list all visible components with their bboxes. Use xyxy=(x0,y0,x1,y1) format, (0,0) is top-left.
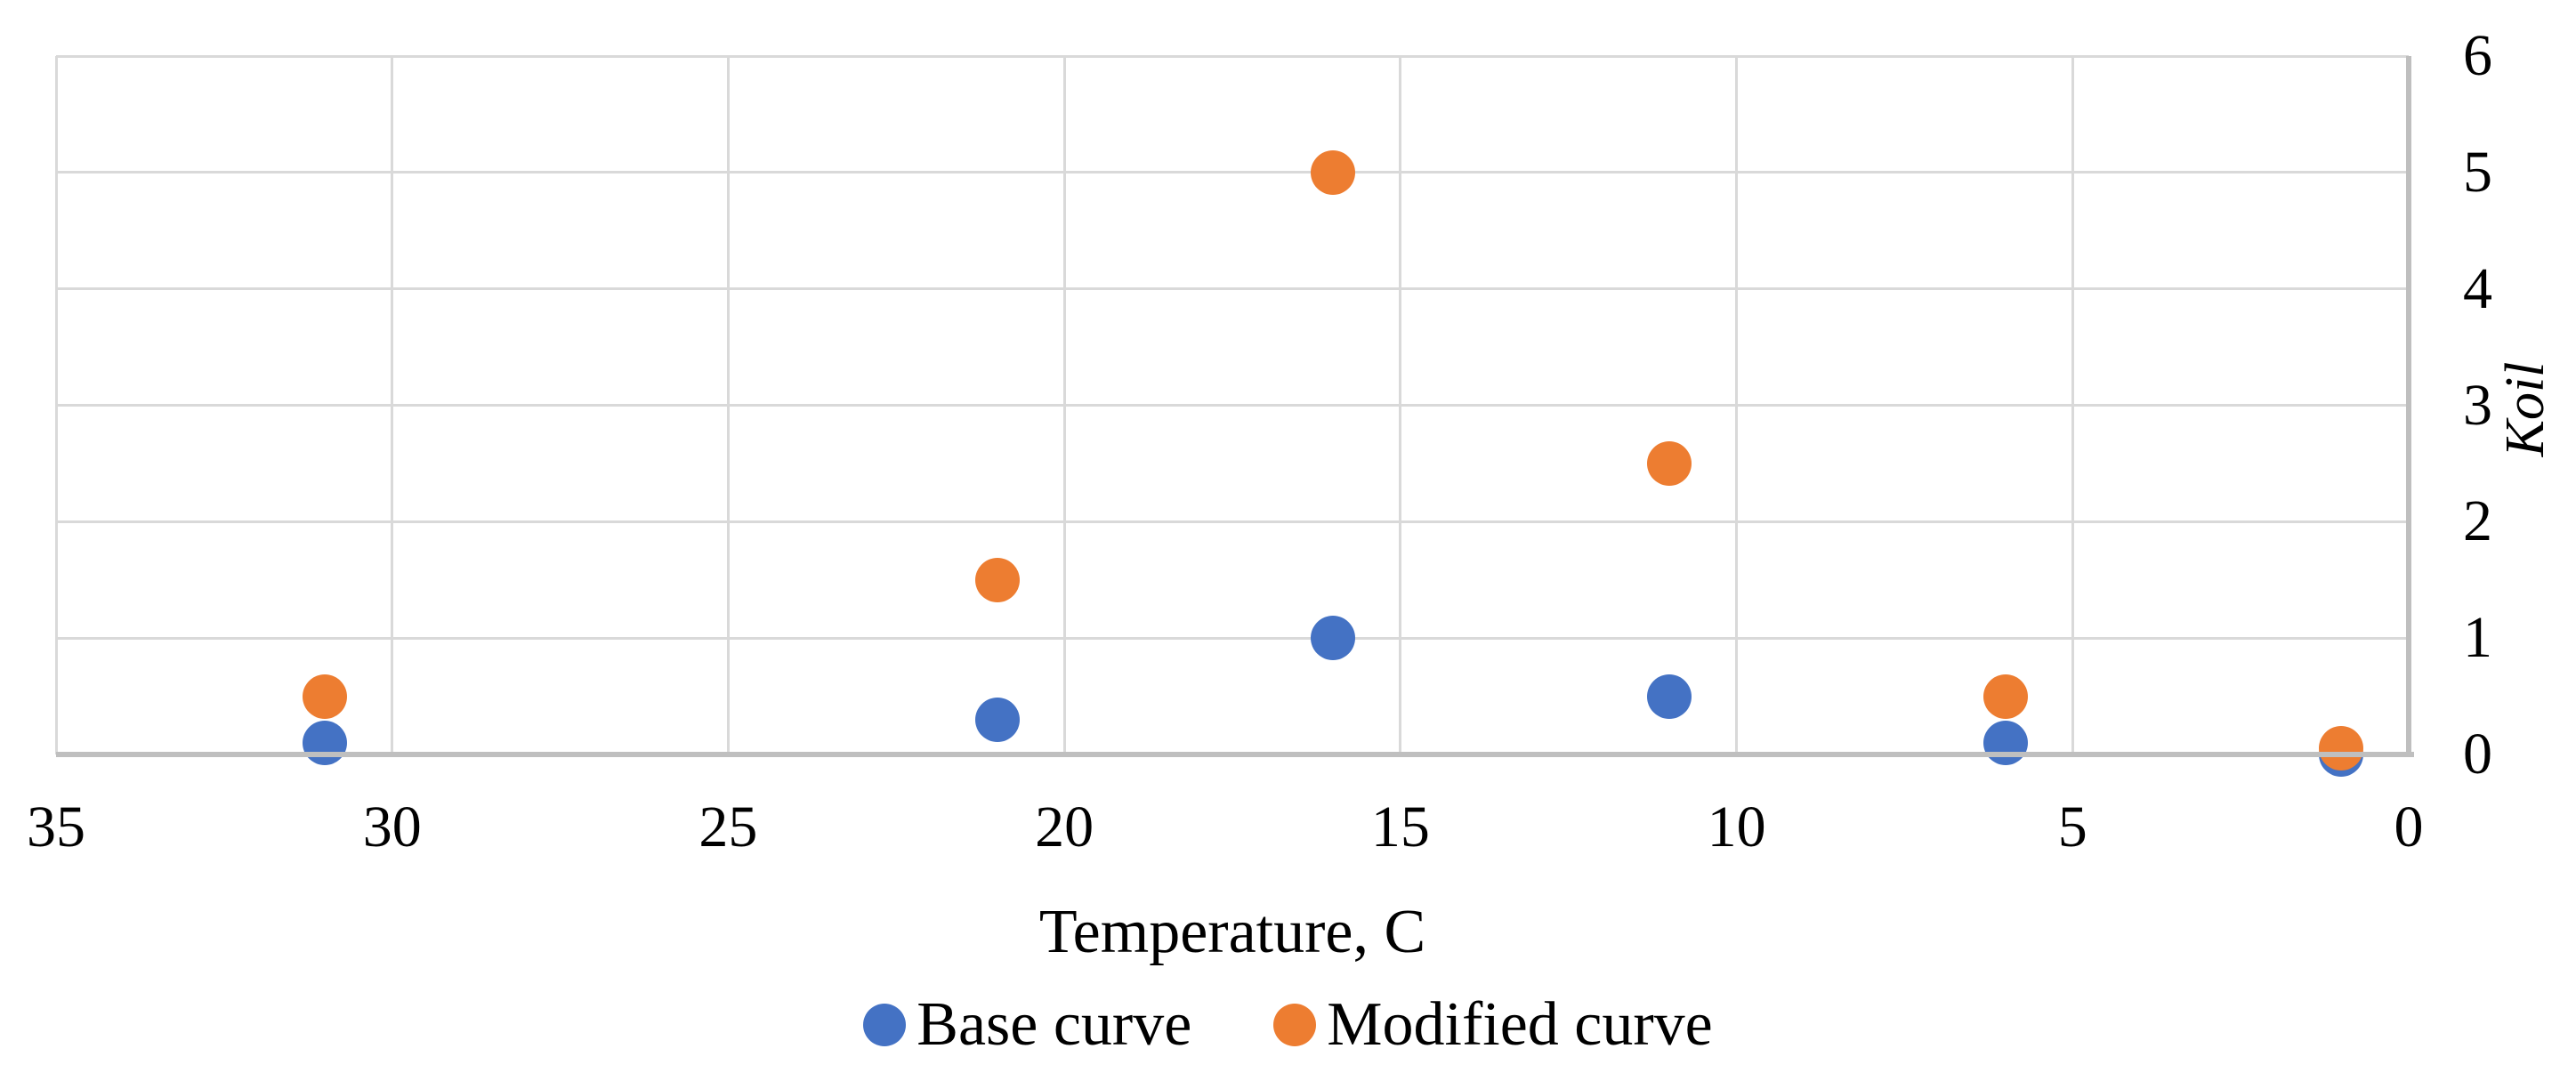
data-point-modified-curve xyxy=(1311,149,1356,195)
y-tick-label: 2 xyxy=(2463,488,2492,554)
data-point-modified-curve xyxy=(303,674,348,719)
gridline-horizontal xyxy=(56,636,2409,640)
data-point-base-curve xyxy=(303,720,348,765)
y-tick-label: 4 xyxy=(2463,255,2492,321)
x-tick-label: 25 xyxy=(699,795,758,859)
gridline-horizontal xyxy=(56,54,2409,58)
y-tick-label: 0 xyxy=(2463,722,2492,787)
x-axis-line xyxy=(56,752,2414,757)
gridline-horizontal xyxy=(56,520,2409,523)
data-point-modified-curve xyxy=(2319,726,2364,771)
y-tick-label: 6 xyxy=(2463,23,2492,88)
data-point-base-curve xyxy=(1647,674,1692,719)
legend-item-modified-curve: Modified curve xyxy=(1273,990,1713,1059)
legend-marker-modified-curve-icon xyxy=(1273,1004,1317,1046)
data-point-modified-curve xyxy=(1982,674,2028,719)
data-point-base-curve xyxy=(974,697,1020,742)
x-tick-label: 5 xyxy=(2057,795,2087,859)
legend-label: Base curve xyxy=(917,990,1192,1059)
x-tick-label: 20 xyxy=(1035,795,1094,859)
x-axis-title: Temperature, C xyxy=(1038,898,1426,966)
y-tick-label: 3 xyxy=(2463,372,2492,438)
y-tick-label: 5 xyxy=(2463,139,2492,205)
x-tick-label: 30 xyxy=(362,795,422,859)
legend: Base curve Modified curve xyxy=(0,991,2576,1059)
legend-label: Modified curve xyxy=(1327,990,1713,1059)
y-axis-line xyxy=(2406,56,2411,757)
data-point-modified-curve xyxy=(974,557,1020,602)
x-tick-label: 15 xyxy=(1370,795,1430,859)
legend-marker-base-curve-icon xyxy=(863,1004,907,1046)
gridline-horizontal xyxy=(56,404,2409,407)
gridline-horizontal xyxy=(56,171,2409,174)
data-point-base-curve xyxy=(1311,616,1356,661)
plot-area xyxy=(54,54,2410,777)
legend-item-base-curve: Base curve xyxy=(863,991,1191,1059)
data-point-modified-curve xyxy=(1647,440,1692,486)
gridline-horizontal xyxy=(56,287,2409,291)
x-tick-label: 35 xyxy=(27,795,85,859)
data-point-base-curve xyxy=(1982,720,2028,765)
x-tick-label: 0 xyxy=(2394,795,2424,859)
x-tick-label: 10 xyxy=(1707,795,1766,859)
y-tick-label: 1 xyxy=(2463,605,2492,671)
